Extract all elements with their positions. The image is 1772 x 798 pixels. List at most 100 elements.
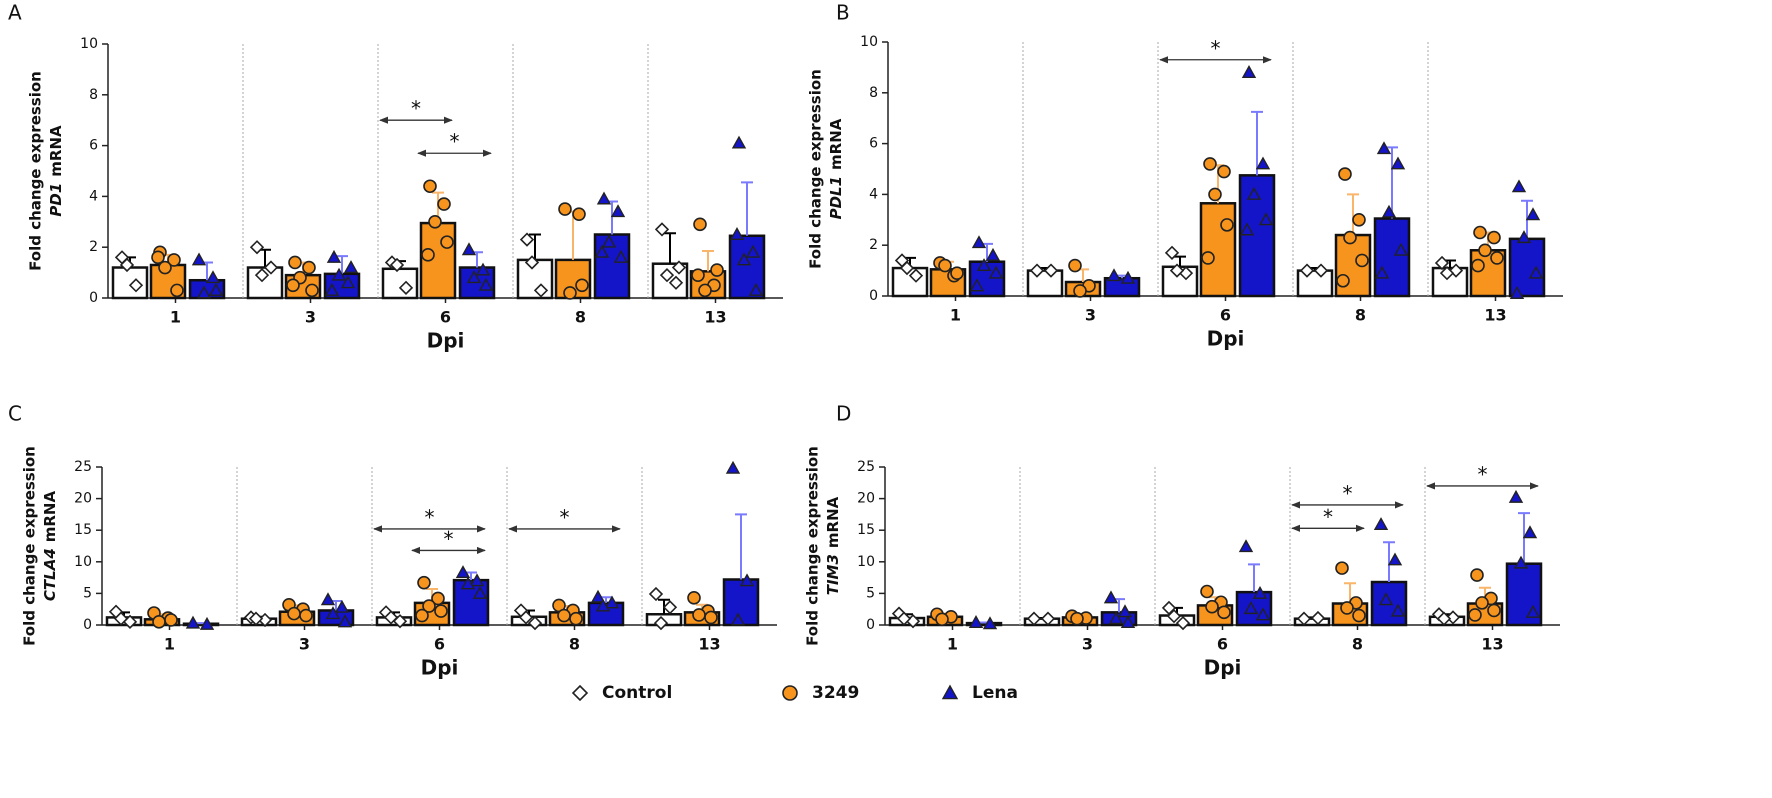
data-point (1217, 164, 1231, 179)
x-tick-label: 8 (575, 308, 586, 327)
data-point (185, 615, 201, 629)
data-point (331, 267, 347, 281)
error-bar (664, 232, 676, 264)
significance-label: * (411, 97, 421, 121)
data-point (248, 611, 264, 626)
data-point (478, 277, 494, 291)
data-point (455, 565, 471, 579)
data-point (199, 616, 215, 630)
legend-label: Control (602, 683, 672, 703)
data-point (1117, 604, 1133, 618)
data-point (896, 611, 912, 626)
data-point (736, 252, 752, 266)
significance-label: * (425, 505, 435, 529)
panel-label: C (8, 402, 22, 426)
data-point (415, 608, 429, 623)
data-point (1313, 263, 1329, 278)
data-point (1352, 608, 1366, 623)
y-tick-label: 10 (74, 554, 92, 570)
error-bar (735, 513, 747, 580)
data-point (302, 260, 316, 275)
y-axis-label: Fold change expression (27, 71, 45, 271)
data-point (1169, 263, 1185, 278)
data-point (389, 257, 405, 273)
data-point (604, 595, 620, 609)
data-point (1378, 592, 1394, 606)
error-bar (336, 255, 348, 274)
data-point (698, 283, 712, 298)
y-tick-label: 8 (869, 85, 878, 101)
data-point (1299, 263, 1315, 278)
data-point (1513, 555, 1529, 569)
data-point (1239, 222, 1255, 236)
data-point (287, 606, 301, 621)
data-point (594, 244, 610, 258)
data-point (1487, 603, 1501, 618)
data-point (1040, 611, 1056, 626)
y-axis-label-2: PD1 mRNA (47, 125, 65, 217)
data-point (527, 615, 543, 631)
x-tick-label: 13 (1481, 635, 1503, 654)
data-point (1434, 255, 1450, 271)
data-point (1525, 207, 1541, 221)
y-tick-label: 10 (80, 36, 98, 52)
bar (1199, 202, 1237, 298)
x-axis-label: Dpi (421, 656, 459, 680)
data-point (1522, 525, 1538, 539)
data-point (440, 235, 454, 249)
data-point (1068, 258, 1082, 273)
data-point (334, 599, 350, 613)
data-point (461, 242, 477, 256)
y-tick-label: 0 (869, 288, 878, 304)
data-point (691, 268, 705, 282)
data-point (1205, 599, 1219, 614)
bar (111, 266, 149, 300)
data-point (1439, 266, 1455, 281)
data-point (653, 615, 669, 631)
y-tick-label: 15 (857, 522, 875, 538)
data-point (1516, 230, 1532, 244)
data-point (971, 235, 987, 249)
data-point (286, 278, 300, 293)
data-point (1252, 585, 1268, 599)
x-tick-label: 1 (950, 306, 961, 325)
y-tick-label: 2 (89, 239, 98, 255)
data-point (1166, 609, 1182, 624)
unit: mRNA (41, 491, 59, 543)
data-point (524, 255, 540, 270)
x-tick-label: 6 (1217, 635, 1228, 654)
data-point (1376, 141, 1392, 155)
x-tick-label: 13 (1484, 306, 1506, 325)
data-point (596, 191, 612, 205)
gene-name: PD1 (47, 183, 65, 217)
data-point (128, 278, 144, 293)
data-point (1238, 539, 1254, 553)
data-point (1445, 610, 1461, 625)
data-point (1246, 186, 1262, 200)
data-point (1511, 179, 1527, 193)
y-tick-label: 25 (857, 459, 875, 475)
data-point (950, 266, 964, 280)
legend-marker (571, 684, 589, 702)
data-point (648, 586, 664, 602)
unit: mRNA (824, 496, 842, 548)
data-point (398, 280, 414, 295)
data-point (1310, 610, 1326, 626)
data-point (1374, 265, 1390, 279)
unit: mRNA (47, 125, 65, 177)
data-point (610, 204, 626, 218)
panel-label: B (836, 1, 850, 25)
significance-label: * (1211, 36, 1221, 60)
data-point (1471, 258, 1485, 273)
data-point (1164, 245, 1180, 260)
data-point (1043, 263, 1059, 278)
data-point (693, 217, 707, 232)
data-point (1352, 213, 1366, 227)
x-tick-label: 3 (1082, 635, 1093, 654)
data-point (1106, 268, 1122, 282)
data-point (434, 604, 448, 618)
bar (1508, 237, 1546, 298)
data-point (472, 585, 488, 599)
data-point (558, 202, 572, 216)
data-point (985, 247, 1001, 261)
